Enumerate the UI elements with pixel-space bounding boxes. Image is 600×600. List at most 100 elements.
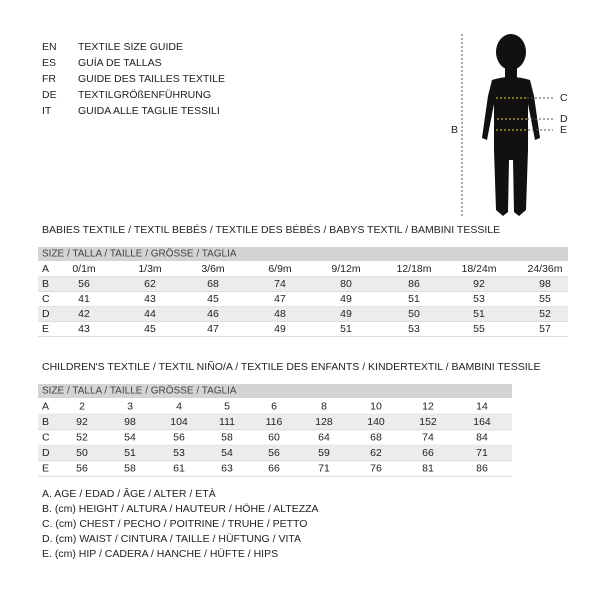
- row-bg: [38, 276, 568, 292]
- cell: 74: [422, 431, 434, 443]
- cell: 4: [176, 400, 182, 412]
- measure-lines: [496, 97, 553, 131]
- table-header: SIZE / TALLA / TAILLE / GRÖSSE / TAGLIA: [42, 385, 237, 397]
- cell: 44: [144, 308, 156, 320]
- legend-item: B. (cm) HEIGHT / ALTURA / HAUTEUR / HÖHE…: [42, 503, 319, 515]
- cell: 6/9m: [268, 263, 292, 275]
- cell: 18/24m: [461, 263, 496, 275]
- legend-item: E. (cm) HIP / CADERA / HANCHE / HÜFTE / …: [42, 548, 278, 560]
- header-bg: [38, 247, 568, 261]
- cell: 50: [408, 308, 420, 320]
- cell: 81: [422, 462, 434, 474]
- figure-label: C: [560, 92, 568, 104]
- legend-item: D. (cm) WAIST / CINTURA / TAILLE / HÜFTU…: [42, 533, 301, 545]
- cell: 55: [473, 323, 485, 335]
- cell: 45: [144, 323, 156, 335]
- cell: 66: [268, 462, 280, 474]
- cell: 41: [78, 293, 90, 305]
- cell: 43: [144, 293, 156, 305]
- cell: 56: [78, 278, 90, 290]
- cell: 164: [473, 416, 491, 428]
- cell: 53: [408, 323, 420, 335]
- cell: 53: [173, 447, 185, 459]
- cell: 51: [340, 323, 352, 335]
- cell: 55: [539, 293, 551, 305]
- cell: 12/18m: [396, 263, 431, 275]
- row-bg: [38, 445, 512, 461]
- row-bg: [38, 306, 568, 322]
- row-bg: [38, 414, 512, 430]
- cell: 51: [124, 447, 136, 459]
- cell: D: [42, 308, 50, 320]
- lang-code: DE: [42, 89, 57, 101]
- cell: 58: [124, 462, 136, 474]
- cell: 0/1m: [72, 263, 96, 275]
- lang-text: TEXTILGRÖßENFÜHRUNG: [78, 89, 211, 101]
- cell: 51: [473, 308, 485, 320]
- cell: 116: [266, 416, 283, 428]
- cell: 47: [207, 323, 219, 335]
- cell: 128: [315, 416, 333, 428]
- cell: 71: [318, 462, 330, 474]
- cell: 84: [476, 431, 488, 443]
- cell: 56: [76, 462, 88, 474]
- cell: 2: [79, 400, 85, 412]
- table-title: BABIES TEXTILE / TEXTIL BEBÉS / TEXTILE …: [42, 223, 500, 236]
- cell: 5: [224, 400, 230, 412]
- cell: 98: [124, 416, 136, 428]
- cell: B: [42, 416, 49, 428]
- lang-text: GUIDA ALLE TAGLIE TESSILI: [78, 105, 220, 117]
- cell: 58: [221, 431, 233, 443]
- lang-code: EN: [42, 41, 57, 53]
- cell: 62: [144, 278, 156, 290]
- lang-code: ES: [42, 57, 56, 69]
- legend-item: A. AGE / EDAD / ÂGE / ALTER / ETÀ: [42, 487, 216, 500]
- cell: 59: [318, 447, 330, 459]
- silhouette: [482, 34, 540, 216]
- table-header: SIZE / TALLA / TAILLE / GRÖSSE / TAGLIA: [42, 248, 237, 260]
- cell: 152: [419, 416, 437, 428]
- lang-code: IT: [42, 105, 52, 117]
- cell: 57: [539, 323, 551, 335]
- cell: 54: [221, 447, 233, 459]
- cell: 8: [321, 400, 327, 412]
- cell: 86: [408, 278, 420, 290]
- lang-text: GUÍA DE TALLAS: [78, 56, 162, 69]
- cell: E: [42, 462, 49, 474]
- cell: 10: [370, 400, 382, 412]
- cell: 68: [207, 278, 219, 290]
- cell: 53: [473, 293, 485, 305]
- cell: 61: [173, 462, 185, 474]
- cell: 24/36m: [527, 263, 562, 275]
- cell: 80: [340, 278, 352, 290]
- lang-text: GUIDE DES TAILLES TEXTILE: [78, 73, 225, 85]
- cell: 56: [268, 447, 280, 459]
- cell: 46: [207, 308, 219, 320]
- cell: 1/3m: [138, 263, 162, 275]
- cell: 92: [76, 416, 88, 428]
- cell: 62: [370, 447, 382, 459]
- cell: 60: [268, 431, 280, 443]
- cell: C: [42, 293, 50, 305]
- cell: 56: [173, 431, 185, 443]
- cell: 86: [476, 462, 488, 474]
- cell: 43: [78, 323, 90, 335]
- cell: 111: [219, 416, 235, 428]
- cell: 66: [422, 447, 434, 459]
- cell: 76: [370, 462, 382, 474]
- cell: 45: [207, 293, 219, 305]
- table-title: CHILDREN'S TEXTILE / TEXTIL NIÑO/A / TEX…: [42, 360, 541, 373]
- cell: 52: [76, 431, 88, 443]
- cell: 63: [221, 462, 233, 474]
- cell: 140: [367, 416, 385, 428]
- lang-text: TEXTILE SIZE GUIDE: [78, 41, 183, 53]
- cell: 9/12m: [331, 263, 360, 275]
- cell: A: [42, 263, 49, 275]
- cell: D: [42, 447, 50, 459]
- cell: 50: [76, 447, 88, 459]
- cell: 54: [124, 431, 136, 443]
- cell: 64: [318, 431, 330, 443]
- cell: 71: [476, 447, 488, 459]
- cell: 6: [271, 400, 277, 412]
